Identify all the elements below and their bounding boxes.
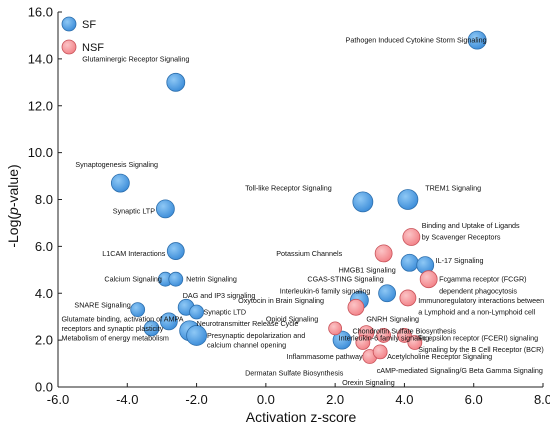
annotation-label: Synaptogenesis Signaling [75, 160, 158, 169]
nsf-point [402, 228, 421, 246]
x-tick-label: 4.0 [395, 392, 413, 407]
annotation-label: TREM1 Signaling [425, 183, 481, 192]
legend-label: SF [82, 19, 96, 31]
annotation-label: Interleukin-6 family signaling [339, 333, 430, 342]
annotation-label: Binding and Uptake of Ligands [422, 221, 520, 230]
sf-point [397, 189, 419, 210]
annotation-label: Synaptic LTD [204, 308, 247, 317]
annotation-label: by Scavenger Receptors [422, 233, 501, 242]
sf-point [352, 191, 374, 213]
y-tick-label: 2.0 [35, 333, 53, 348]
x-axis-title: Activation z-score [246, 409, 357, 425]
sf-point [166, 72, 186, 92]
x-tick-label: 0.0 [257, 392, 275, 407]
nsf-point [328, 321, 343, 336]
sf-point [168, 271, 184, 287]
annotation-label: L1CAM Interactions [102, 249, 166, 258]
sf-point [130, 302, 146, 318]
x-tick-label: 8.0 [534, 392, 550, 407]
annotation-label: receptors and synaptic plasticity [61, 324, 163, 333]
nsf-point [355, 335, 371, 350]
annotation-label: HMGB1 Signaling [339, 265, 396, 274]
annotation-label: DAG and IP3 signaling [183, 291, 256, 300]
nsf-point [376, 328, 392, 343]
x-tick-label: 2.0 [326, 392, 344, 407]
data-points [110, 30, 487, 364]
annotation-label: Dermatan Sulfate Biosynthesis [245, 368, 344, 377]
legend: SF NSF [61, 16, 104, 55]
annotation-label: Oxytocin in Brain Signaling [238, 296, 324, 305]
sf-point [159, 312, 178, 331]
annotation-label: Neurotransmitter Release Cycle [197, 319, 299, 328]
nsf-point [399, 289, 417, 307]
sf-point [189, 304, 204, 320]
y-tick-label: 0.0 [35, 380, 53, 395]
annotation-label: IL-17 Signaling [436, 256, 484, 265]
annotation-label: Interleukin-6 family signaling [280, 286, 371, 295]
y-tick-label: 8.0 [35, 192, 53, 207]
annotation-label: Immunoregulatory interactions between [418, 296, 544, 305]
y-tick-label: 12.0 [28, 98, 53, 113]
y-tick-label: 14.0 [28, 51, 53, 66]
y-tick-label: 4.0 [35, 286, 53, 301]
annotation-label: Netrin Signaling [186, 275, 237, 284]
annotation-label: Acetylcholine Receptor Signaling [387, 352, 492, 361]
sf-point [467, 30, 487, 50]
sf-point [110, 173, 130, 193]
annotation-label: CGAS-STING Signaling [307, 275, 383, 284]
annotation-label: Synaptic LTP [113, 207, 155, 216]
annotation-label: Presynaptic depolarization and [207, 331, 305, 340]
nsf-point [347, 298, 365, 316]
legend-label: NSF [82, 42, 104, 54]
annotation-label: Inflammasome pathway [287, 352, 363, 361]
sf-point [186, 325, 207, 346]
sf-point [143, 320, 160, 337]
axes: -6.0 -4.0 -2.0 0.0 2.0 4.0 6.0 8.0 0.0 2.0 4.0 6.0 8… [28, 5, 550, 408]
y-tick-label: 10.0 [28, 145, 53, 160]
legend-swatch-nsf [61, 39, 77, 55]
nsf-point [419, 270, 438, 289]
nsf-point [374, 244, 393, 263]
x-tick-label: -2.0 [185, 392, 207, 407]
annotation-label: cAMP-mediated Signaling/G Beta Gamma Sig… [377, 366, 543, 375]
annotation-label: Toll-like Receptor Signaling [245, 183, 332, 192]
sf-point [155, 199, 175, 219]
sf-point [378, 284, 397, 303]
nsf-point [407, 335, 423, 350]
annotation-label: Orexin Signaling [342, 378, 395, 387]
nsf-point [372, 344, 388, 360]
sf-point [400, 253, 419, 272]
annotation-label: Potassium Channels [276, 249, 342, 258]
annotation-label: a Lymphoid and a non-Lymphoid cell [418, 308, 535, 317]
annotation-label: Fc epsilon receptor (FCERI) signaling [418, 333, 538, 342]
annotation-label: Glutamate binding, activation of AMPA [61, 315, 183, 324]
annotation-label: Fcgamma receptor (FCGR) [439, 275, 526, 284]
annotation-label: SNARE Signaling [74, 300, 130, 309]
annotation-label: Pathogen Induced Cytokine Storm Signalin… [346, 36, 487, 45]
annotations: Pathogen Induced Cytokine Storm Signalin… [61, 36, 544, 387]
annotation-label: Glutaminergic Receptor Signaling [82, 54, 189, 63]
y-tick-label: 16.0 [28, 5, 53, 20]
sf-point [166, 242, 185, 260]
annotation-label: calcium channel opening [207, 340, 286, 349]
legend-swatch-sf [61, 16, 77, 32]
annotation-label: Signaling by the B Cell Receptor (BCR) [418, 345, 543, 354]
x-tick-label: -4.0 [116, 392, 138, 407]
annotation-label: Metabolism of energy metabolism [61, 333, 168, 342]
annotation-label: GNRH Signaling [366, 315, 419, 324]
annotation-label: Calcium Signaling [104, 275, 162, 284]
annotation-label: Opioid Signaling [266, 315, 318, 324]
y-axis-title: -Log(p-value) [5, 164, 21, 247]
nsf-point [397, 328, 412, 343]
x-tick-label: 6.0 [465, 392, 483, 407]
y-tick-label: 6.0 [35, 239, 53, 254]
sf-point [332, 330, 352, 350]
x-tick-label: -6.0 [47, 392, 69, 407]
annotation-label: dependent phagocytosis [439, 286, 517, 295]
annotation-label: Chondroitin Sulfate Biosynthesis [352, 326, 456, 335]
